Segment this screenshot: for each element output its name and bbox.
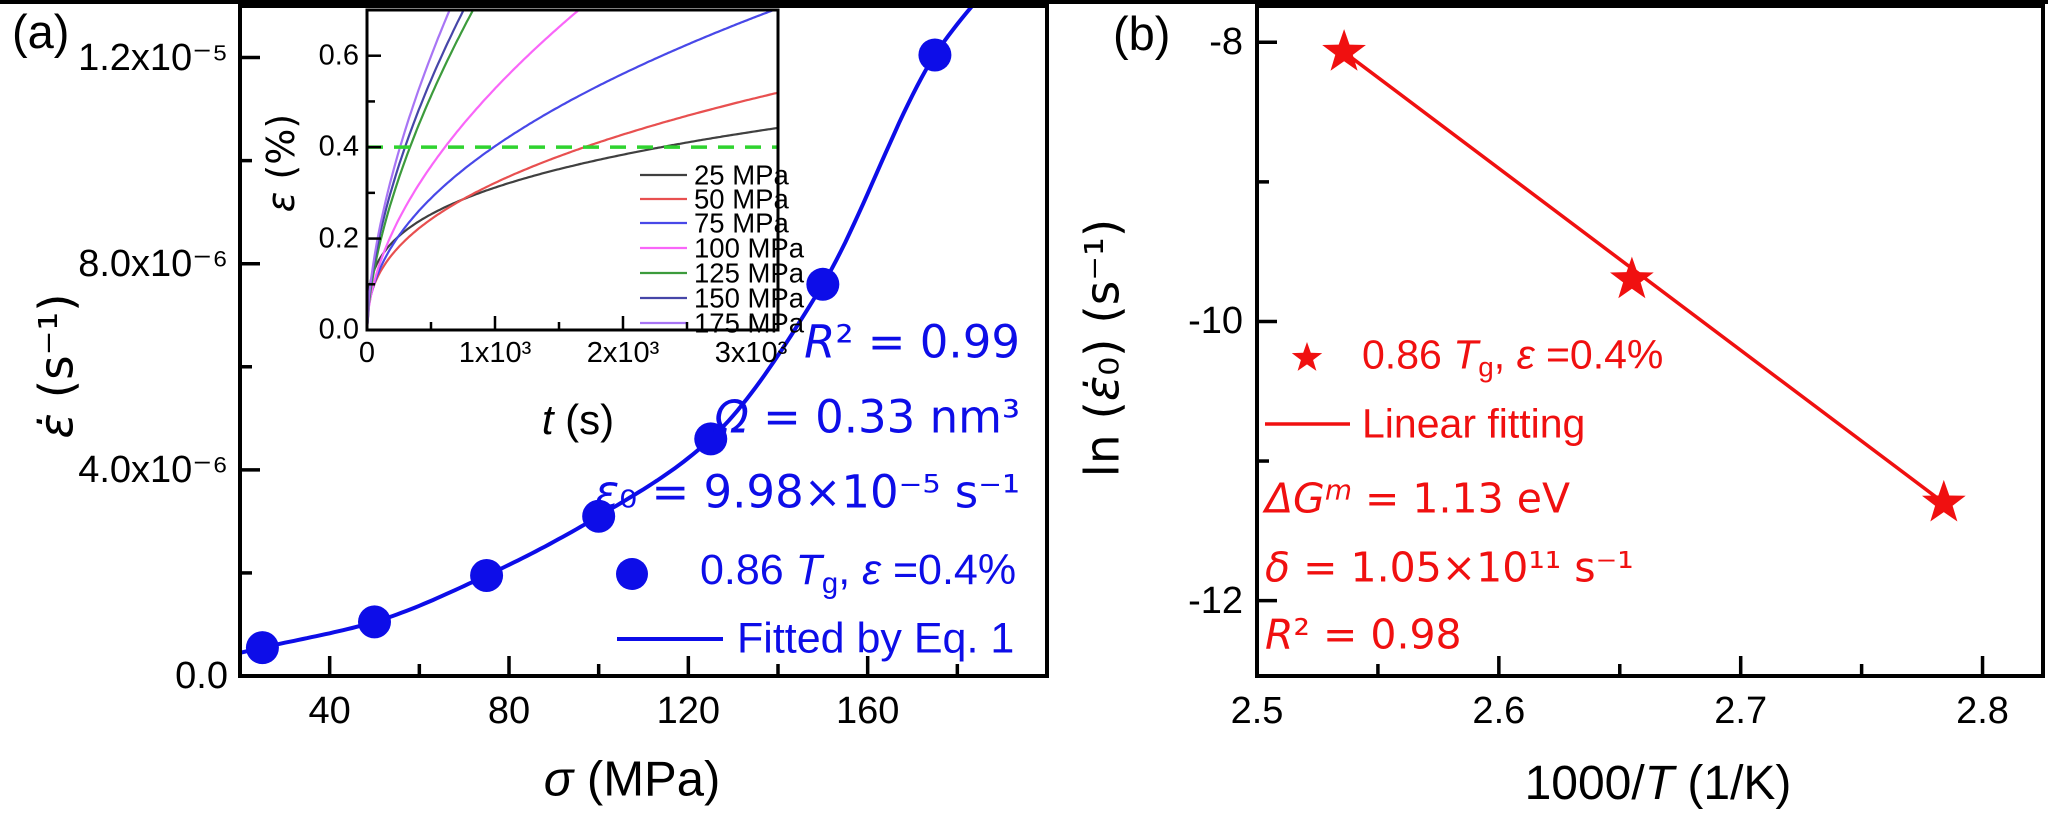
panel-b-x-tick-label-2.8: 2.8 <box>1956 690 2009 732</box>
inset-legend-label-125-mpa: 125 MPa <box>694 257 805 289</box>
figure-top-border <box>0 0 2048 4</box>
inset-legend-label-175-mpa: 175 MPa <box>694 307 805 339</box>
inset-legend-label-100-mpa: 100 MPa <box>694 232 805 264</box>
panel-b-x-tick-label-2.5: 2.5 <box>1230 690 1284 732</box>
panel-b-data-star-2 <box>1922 479 1966 522</box>
inset-y-axis-label: ε (%) <box>259 113 303 213</box>
inset-x-tick-label-1x10³: 1x10³ <box>458 337 532 369</box>
inset-legend-label-75-mpa: 75 MPa <box>694 207 789 239</box>
panel-b-annotation-r-squared: R² = 0.98 <box>1265 610 1462 659</box>
inset-x-tick-label-0: 0 <box>358 337 376 369</box>
panel-b-legend-star-marker <box>1291 342 1323 371</box>
inset-y-tick-label-0.0: 0.0 <box>318 313 359 346</box>
panel-a-y-tick-label-0.0: 0.0 <box>175 655 228 697</box>
panel-a-x-tick-label-80: 80 <box>487 690 531 732</box>
inset-legend-label-150-mpa: 150 MPa <box>694 282 805 314</box>
panel-b-annotation-activation-energy: ΔGm = 1.13 eV <box>1265 473 1570 523</box>
panel-a-legend-fit-label: Fitted by Eq. 1 <box>737 614 1015 663</box>
panel-a-y-tick-label-1.2x10⁻⁵: 1.2x10⁻⁵ <box>78 36 228 79</box>
panel-a-x-axis-label: σ (MPa) <box>543 752 721 807</box>
panel-a-letter: (a) <box>12 5 70 58</box>
inset-curve-75-mpa <box>367 10 777 330</box>
panel-a-data-point-125mpa <box>694 422 728 456</box>
panel-a-annotation-activation-volume: Ω = 0.33 nm³ <box>714 390 1020 444</box>
panel-a-data-point-175mpa <box>918 38 952 72</box>
inset-x-axis-label: t (s) <box>541 396 615 443</box>
panel-b-x-tick-label-2.6: 2.6 <box>1472 690 1526 732</box>
panel-b-data-star-1 <box>1610 256 1654 299</box>
panel-a-data-point-50mpa <box>358 605 391 639</box>
panel-a-data-point-75mpa <box>470 559 504 592</box>
inset-curve-50-mpa <box>367 91 778 330</box>
inset-frame <box>365 8 780 332</box>
inset-curve-175-mpa <box>367 10 451 330</box>
inset-curve-125-mpa <box>367 10 475 330</box>
panel-b-frame <box>1255 4 2045 678</box>
inset-y-tick-label-0.4: 0.4 <box>318 130 359 163</box>
panel-b-data-star-0 <box>1322 29 1366 71</box>
inset-curve-100-mpa <box>367 10 581 330</box>
panel-a-legend-circle-marker <box>616 558 648 590</box>
panel-b-y-tick-label--10: -10 <box>1188 300 1243 343</box>
inset-x-tick-label-3x10³: 3x10³ <box>714 337 788 369</box>
inset-y-tick-label-0.2: 0.2 <box>318 222 359 255</box>
panel-a-y-axis-label: ε̇ (s⁻¹) <box>29 293 85 439</box>
panel-a-legend-data-label: 0.86 Tg, ε =0.4% <box>700 546 1017 600</box>
panel-a-x-tick-label-40: 40 <box>308 690 351 732</box>
panel-b-annotation-attempt-frequency: δ = 1.05×10¹¹ s⁻¹ <box>1265 543 1634 592</box>
inset-curve-25-mpa <box>367 126 778 330</box>
inset-legend-label-50-mpa: 50 MPa <box>694 183 789 215</box>
panel-a-annotation-eps0: ε₀ = 9.98×10⁻⁵ s⁻¹ <box>594 465 1020 519</box>
panel-a-data-point-150mpa <box>806 267 840 301</box>
panel-a-annotation-r-squared: R² = 0.99 <box>804 315 1020 369</box>
panel-b-y-axis-label: ln (ε̇₀) (s⁻¹) <box>1075 218 1131 478</box>
panel-b-x-tick-label-2.7: 2.7 <box>1714 690 1768 732</box>
inset-y-tick-label-0.6: 0.6 <box>318 39 359 72</box>
panel-a-y-tick-label-8.0x10⁻⁶: 8.0x10⁻⁶ <box>78 242 228 285</box>
panel-b-legend-data-label: 0.86 Tg, ε =0.4% <box>1362 331 1664 383</box>
inset-curve-150-mpa <box>367 10 465 330</box>
inset-legend-label-25-mpa: 25 MPa <box>694 159 789 191</box>
panel-a-x-tick-label-120: 120 <box>656 690 721 732</box>
panel-b-y-tick-label--8: -8 <box>1209 21 1243 64</box>
panel-a-data-point-25mpa <box>245 631 279 665</box>
panel-b-x-axis-label: 1000/T (1/K) <box>1524 757 1792 810</box>
panel-b-legend-fit-label: Linear fitting <box>1362 400 1586 447</box>
panel-a-x-tick-label-160: 160 <box>835 690 900 732</box>
panel-a-y-tick-label-4.0x10⁻⁶: 4.0x10⁻⁶ <box>78 448 228 491</box>
panel-a-frame <box>238 4 1049 678</box>
inset-x-tick-label-2x10³: 2x10³ <box>586 337 660 369</box>
panel-a-data-point-100mpa <box>582 499 616 533</box>
panel-b-y-tick-label--12: -12 <box>1188 579 1243 622</box>
panel-b-letter: (b) <box>1113 7 1171 60</box>
